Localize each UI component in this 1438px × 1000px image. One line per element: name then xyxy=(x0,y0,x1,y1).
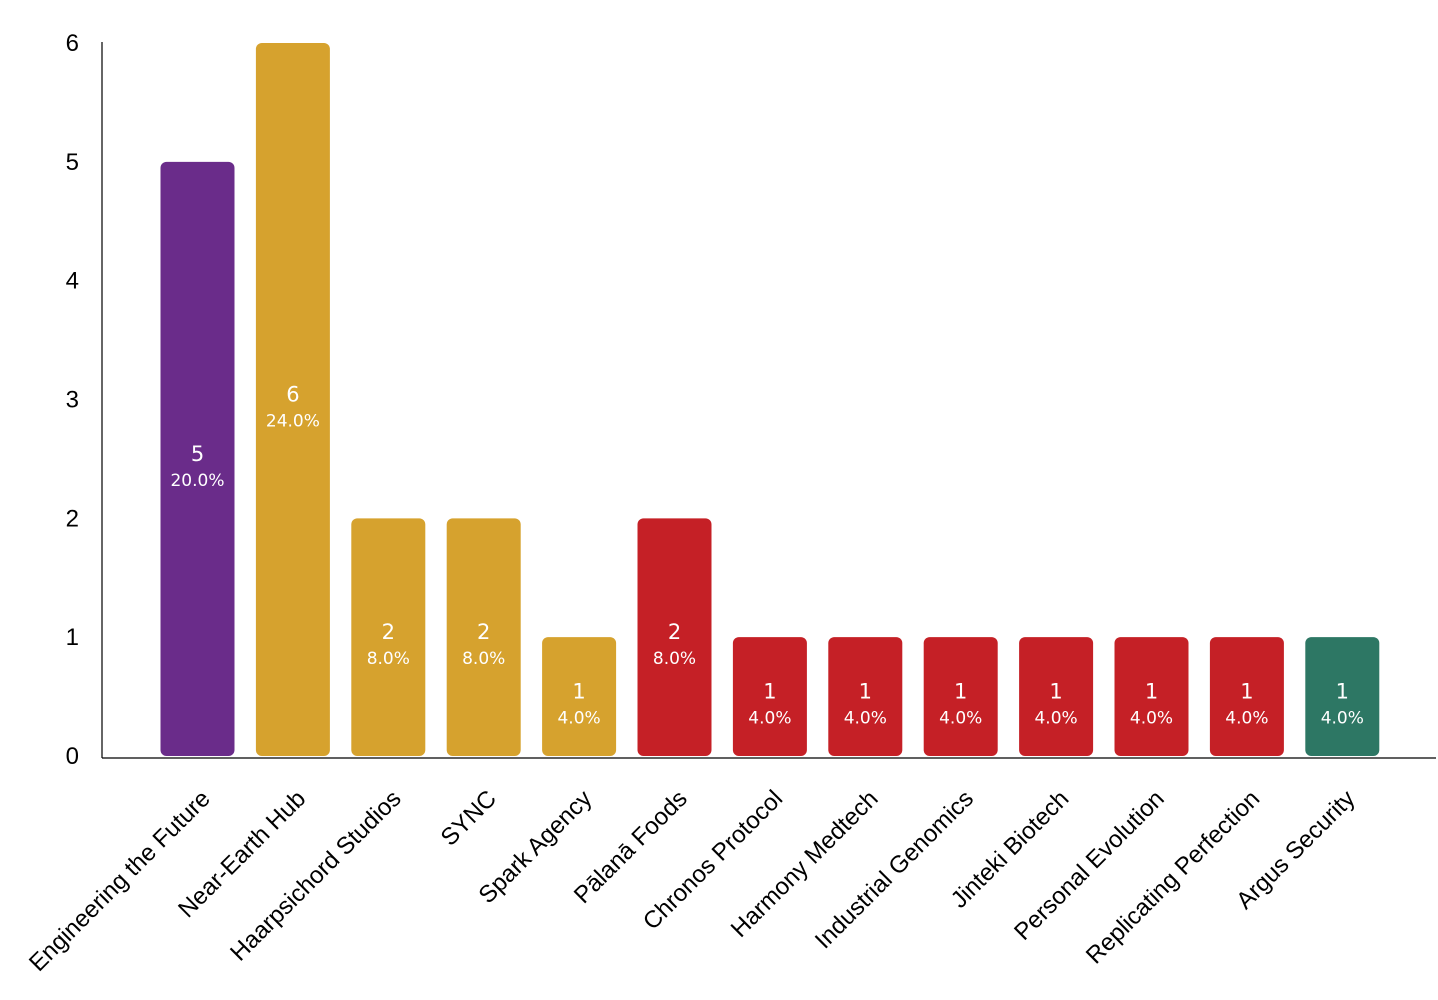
bar-percent-label: 8.0% xyxy=(653,649,696,669)
bar-value-label: 1 xyxy=(1049,680,1062,704)
x-category-label: Replicating Perfection xyxy=(1081,785,1265,969)
bar-percent-label: 20.0% xyxy=(170,471,224,491)
y-tick-label: 2 xyxy=(66,505,79,532)
bar-value-label: 1 xyxy=(859,680,872,704)
bar-value-label: 1 xyxy=(954,680,967,704)
bar-value-label: 2 xyxy=(477,620,490,644)
bar-value-label: 2 xyxy=(668,620,681,644)
bar xyxy=(637,518,712,756)
bar-value-label: 6 xyxy=(286,383,299,407)
y-tick-label: 5 xyxy=(66,149,79,176)
x-category-label: Engineering the Future xyxy=(24,785,216,977)
y-tick-label: 3 xyxy=(66,387,79,414)
bar xyxy=(732,637,807,756)
bar xyxy=(351,518,426,756)
bar-percent-label: 8.0% xyxy=(367,649,410,669)
bar-percent-label: 4.0% xyxy=(1225,709,1268,729)
bar xyxy=(1209,637,1284,756)
y-tick-label: 0 xyxy=(66,743,79,770)
bar-value-label: 5 xyxy=(191,442,204,466)
bar-value-label: 2 xyxy=(382,620,395,644)
bar-value-label: 1 xyxy=(572,680,585,704)
bar xyxy=(923,637,998,756)
bar-percent-label: 4.0% xyxy=(844,709,887,729)
bar-percent-label: 4.0% xyxy=(1130,709,1173,729)
x-category-label: Industrial Genomics xyxy=(810,785,979,954)
bar xyxy=(828,637,903,756)
bars: 5 20.0% 6 24.0% 2 8.0% 2 8.0% 1 4.0% 2 8.0% 1 4.0% 1 4.… xyxy=(160,43,1380,757)
bar-value-label: 1 xyxy=(1145,680,1158,704)
y-axis-tick-labels: 0 1 2 3 4 5 6 xyxy=(66,30,79,770)
x-category-label: SYNC xyxy=(436,785,502,851)
bar-percent-label: 8.0% xyxy=(462,649,505,669)
y-tick-label: 4 xyxy=(66,268,79,295)
y-tick-label: 6 xyxy=(66,30,79,57)
y-tick-label: 1 xyxy=(66,624,79,651)
bar-percent-label: 4.0% xyxy=(557,709,600,729)
bar-value-label: 1 xyxy=(1336,680,1349,704)
bar-percent-label: 24.0% xyxy=(266,412,320,432)
bar xyxy=(1114,637,1189,756)
bar xyxy=(446,518,521,756)
bar-percent-label: 4.0% xyxy=(1034,709,1077,729)
x-category-label: Haarpsichord Studios xyxy=(225,785,406,966)
bar xyxy=(1305,637,1380,756)
bar-percent-label: 4.0% xyxy=(939,709,982,729)
bar-percent-label: 4.0% xyxy=(748,709,791,729)
bar xyxy=(255,43,330,756)
bar xyxy=(160,161,235,757)
bar-value-label: 1 xyxy=(763,680,776,704)
bar-value-label: 1 xyxy=(1240,680,1253,704)
bar xyxy=(542,637,617,756)
bar-percent-label: 4.0% xyxy=(1321,709,1364,729)
bar xyxy=(1019,637,1094,756)
